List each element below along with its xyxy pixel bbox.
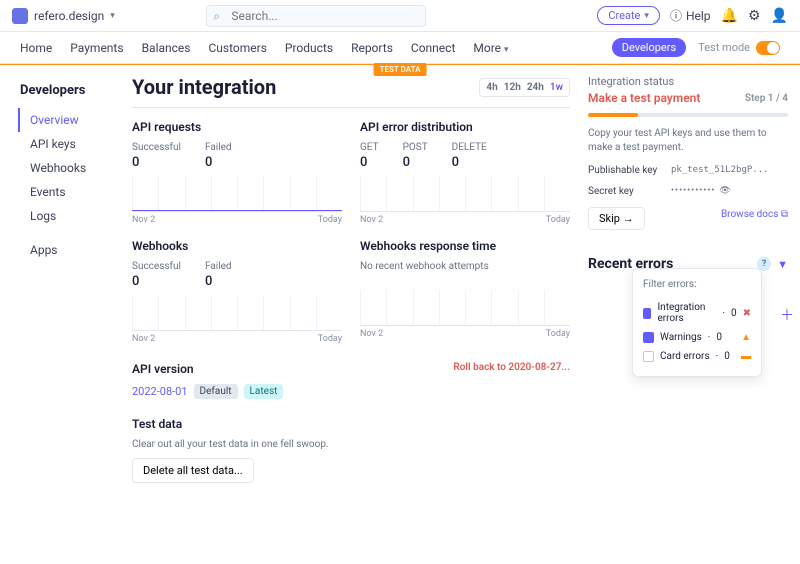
skip-button[interactable]: Skip → — [588, 207, 645, 230]
sidebar-item-apps[interactable]: Apps — [20, 238, 120, 262]
nav-more[interactable]: More ▾ — [473, 41, 508, 55]
nav-home[interactable]: Home — [20, 41, 52, 55]
brand-icon — [12, 8, 28, 24]
secret-key[interactable]: •••••••••••👁 — [671, 186, 732, 197]
test-data-tag: TEST DATA — [374, 63, 427, 76]
sidebar-title: Developers — [20, 83, 120, 98]
brand[interactable]: refero.design ▾ — [12, 8, 115, 24]
sidebar-item-apikeys[interactable]: API keys — [20, 132, 120, 156]
progress-bar — [588, 113, 788, 117]
sidebar-item-overview[interactable]: Overview — [18, 108, 120, 132]
gear-icon[interactable]: ⚙ — [748, 8, 761, 24]
chevron-down-icon: ▾ — [110, 11, 115, 21]
page-title: Your integration — [132, 75, 276, 99]
section-api-version: API versionRoll back to 2020-08-27... 20… — [132, 362, 570, 399]
nav-customers[interactable]: Customers — [208, 41, 266, 55]
status-desc: Copy your test API keys and use them to … — [588, 127, 788, 155]
make-test-payment[interactable]: Make a test paymentStep 1 / 4 — [588, 91, 788, 105]
time-range[interactable]: 4h12h24h1w — [479, 78, 570, 97]
card-webhooks-response: Webhooks response time No recent webhook… — [360, 239, 570, 344]
test-mode-toggle[interactable]: Test mode — [698, 41, 780, 55]
publishable-key[interactable]: pk_test_51L2bgP... — [671, 165, 769, 176]
create-button[interactable]: Create▾ — [597, 6, 660, 25]
search-icon: ⌕ — [213, 9, 220, 24]
filter-integration-errors[interactable]: Integration errors · 0✖ — [643, 298, 751, 328]
filter-warnings[interactable]: Warnings · 0▲ — [643, 328, 751, 347]
browse-docs-link[interactable]: Browse docs ⧉ — [721, 209, 788, 220]
nav-connect[interactable]: Connect — [411, 41, 455, 55]
help-link[interactable]: ⓘHelp — [670, 7, 711, 24]
tag-default: Default — [194, 384, 238, 399]
sidebar-item-events[interactable]: Events — [20, 180, 120, 204]
developers-pill[interactable]: Developers — [612, 38, 686, 57]
nav-reports[interactable]: Reports — [351, 41, 393, 55]
search: ⌕ — [206, 5, 426, 27]
card-api-requests: API requests Successful0 Failed0 Nov 2To… — [132, 120, 342, 225]
search-input[interactable] — [206, 5, 426, 27]
rollback-link[interactable]: Roll back to 2020-08-27... — [453, 362, 570, 373]
bell-icon[interactable]: 🔔 — [721, 8, 738, 24]
filter-popover: Filter errors: Integration errors · 0✖ W… — [632, 268, 762, 377]
sidebar-item-logs[interactable]: Logs — [20, 204, 120, 228]
filter-icon[interactable]: ▼ — [777, 258, 788, 271]
card-api-error-dist: API error distribution GET0 POST0 DELETE… — [360, 120, 570, 225]
delete-test-data-button[interactable]: Delete all test data... — [132, 458, 254, 483]
api-version-date[interactable]: 2022-08-01 — [132, 385, 188, 398]
sidebar-item-webhooks[interactable]: Webhooks — [20, 156, 120, 180]
user-icon[interactable]: 👤 — [771, 8, 788, 24]
section-test-data: Test data Clear out all your test data i… — [132, 417, 570, 483]
nav-products[interactable]: Products — [285, 41, 333, 55]
brand-label: refero.design — [34, 9, 104, 23]
filter-card-errors[interactable]: Card errors · 0▬ — [643, 347, 751, 366]
integration-status-label: Integration status — [588, 75, 788, 88]
eye-icon[interactable]: 👁 — [719, 186, 731, 196]
add-button[interactable]: ＋ — [780, 305, 794, 325]
tag-latest: Latest — [244, 384, 284, 399]
nav-balances[interactable]: Balances — [142, 41, 191, 55]
card-webhooks: Webhooks Successful0 Failed0 Nov 2Today — [132, 239, 342, 344]
nav-payments[interactable]: Payments — [70, 41, 123, 55]
